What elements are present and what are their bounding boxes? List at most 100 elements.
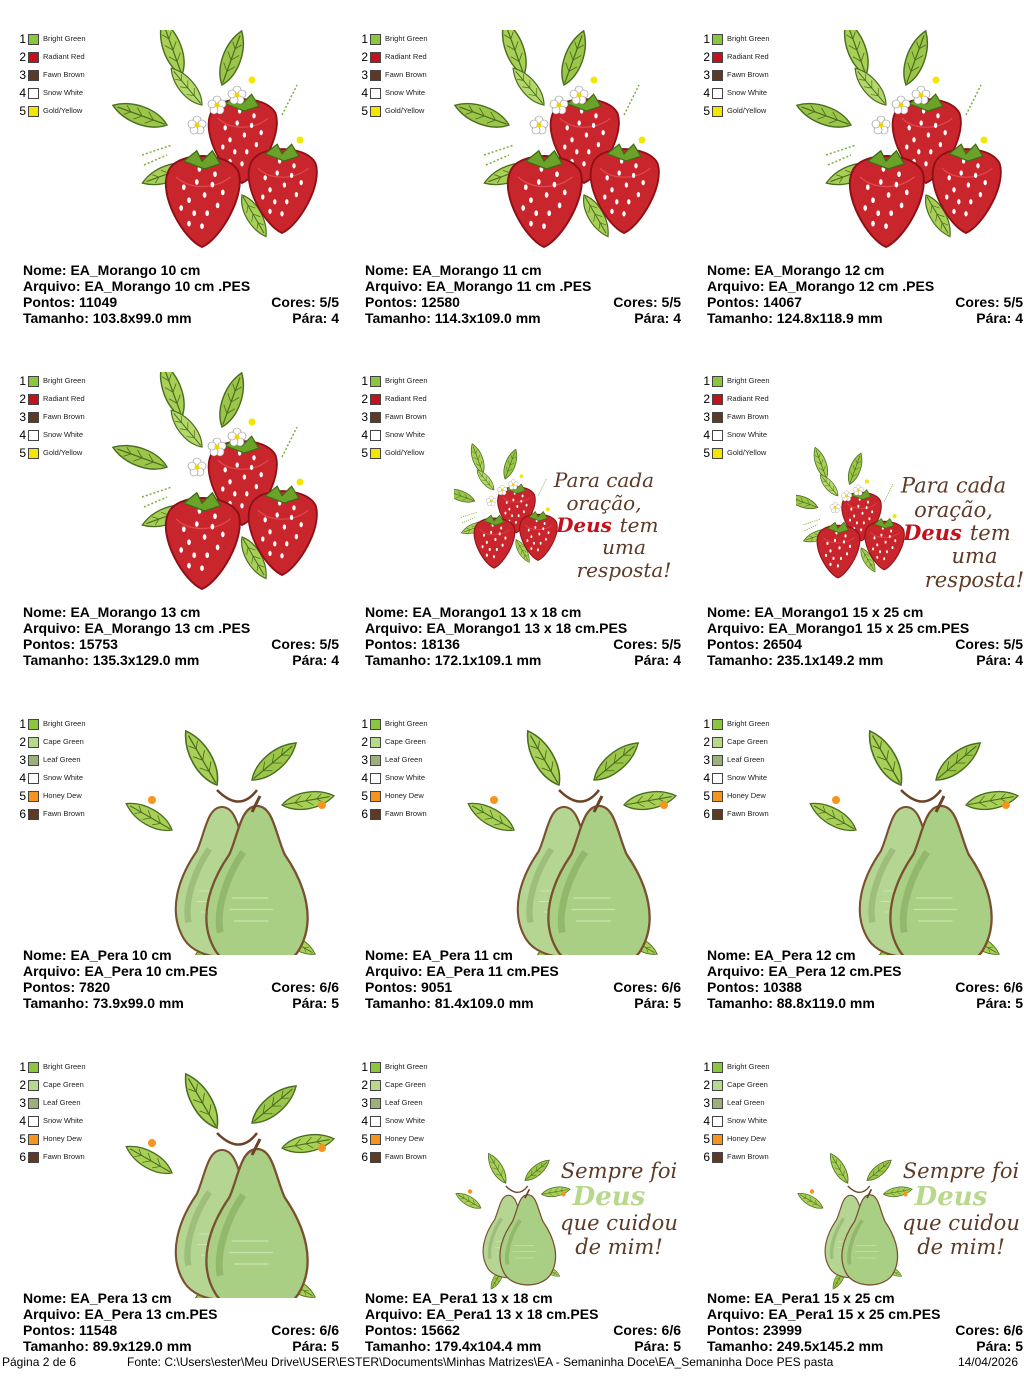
palette-number: 5 bbox=[361, 104, 368, 118]
palette-number: 3 bbox=[19, 68, 26, 82]
palette-number: 4 bbox=[703, 428, 710, 442]
palette-number: 1 bbox=[361, 1060, 368, 1074]
svg-text:uma: uma bbox=[602, 535, 646, 559]
palette-color-name: Snow White bbox=[43, 430, 84, 439]
palette-color-name: Honey Dew bbox=[43, 791, 82, 800]
design-card: 1 Bright Green 2 Radiant Red 3 Fawn Brow… bbox=[696, 30, 1024, 370]
design-stops: Pára: 4 bbox=[976, 652, 1023, 668]
palette-number: 2 bbox=[19, 735, 26, 749]
design-stops: Pára: 5 bbox=[292, 995, 339, 1011]
design-stitches: Pontos: 10388 bbox=[707, 979, 802, 995]
palette-entry: 3 Leaf Green bbox=[700, 751, 770, 769]
palette-number: 4 bbox=[361, 428, 368, 442]
design-file: Arquivo: EA_Pera 13 cm.PES bbox=[23, 1306, 218, 1322]
design-name: Nome: EA_Pera 11 cm bbox=[365, 947, 513, 963]
color-swatch bbox=[712, 790, 723, 802]
color-swatch bbox=[712, 447, 723, 459]
design-stops: Pára: 4 bbox=[976, 310, 1023, 326]
palette-number: 3 bbox=[19, 410, 26, 424]
color-swatch bbox=[712, 1115, 723, 1127]
palette-entry: 1 Bright Green bbox=[16, 30, 85, 48]
svg-text:tem: tem bbox=[620, 513, 659, 537]
color-swatch bbox=[370, 1133, 381, 1145]
palette-entry: 5 Gold/Yellow bbox=[16, 444, 86, 462]
source-path: Fonte: C:\Users\ester\Meu Drive\USER\EST… bbox=[127, 1355, 834, 1369]
color-swatch bbox=[370, 736, 381, 748]
design-stitches: Pontos: 23999 bbox=[707, 1322, 802, 1338]
palette-number: 3 bbox=[361, 410, 368, 424]
svg-text:uma: uma bbox=[952, 544, 998, 568]
palette-entry: 5 Honey Dew bbox=[358, 787, 428, 805]
palette-number: 5 bbox=[703, 104, 710, 118]
design-name: Nome: EA_Pera 10 cm bbox=[23, 947, 172, 963]
palette-number: 1 bbox=[361, 374, 368, 388]
design-stitches: Pontos: 15753 bbox=[23, 636, 118, 652]
color-swatch bbox=[28, 429, 39, 441]
palette-number: 2 bbox=[19, 392, 26, 406]
svg-text:tem: tem bbox=[970, 521, 1011, 545]
design-card: 1 Bright Green 2 Cape Green 3 Leaf Green… bbox=[12, 1058, 342, 1398]
svg-text:Sempre foi: Sempre foi bbox=[903, 1159, 1019, 1183]
design-info: Nome: EA_Pera 13 cm Arquivo: EA_Pera 13 … bbox=[23, 1290, 339, 1354]
palette-color-name: Leaf Green bbox=[385, 1098, 423, 1107]
color-palette: 1 Bright Green 2 Radiant Red 3 Fawn Brow… bbox=[358, 372, 427, 462]
palette-entry: 3 Fawn Brown bbox=[16, 408, 86, 426]
color-swatch bbox=[712, 105, 723, 117]
embroidery-preview bbox=[796, 715, 1024, 955]
design-colors: Cores: 5/5 bbox=[955, 294, 1023, 310]
design-card: 1 Bright Green 2 Radiant Red 3 Fawn Brow… bbox=[12, 372, 342, 712]
palette-color-name: Honey Dew bbox=[385, 791, 424, 800]
design-size: Tamanho: 88.8x119.0 mm bbox=[707, 995, 875, 1011]
palette-number: 1 bbox=[703, 1060, 710, 1074]
palette-color-name: Leaf Green bbox=[727, 1098, 765, 1107]
color-swatch bbox=[712, 1061, 723, 1073]
palette-color-name: Honey Dew bbox=[727, 791, 766, 800]
design-stops: Pára: 5 bbox=[976, 1338, 1023, 1354]
color-swatch bbox=[370, 772, 381, 784]
palette-number: 2 bbox=[703, 1078, 710, 1092]
design-info: Nome: EA_Pera 12 cm Arquivo: EA_Pera 12 … bbox=[707, 947, 1023, 1011]
palette-color-name: Bright Green bbox=[385, 719, 428, 728]
palette-entry: 1 Bright Green bbox=[358, 1058, 427, 1076]
palette-number: 6 bbox=[361, 1150, 368, 1164]
svg-text:Para cada: Para cada bbox=[553, 468, 654, 492]
design-size: Tamanho: 135.3x129.0 mm bbox=[23, 652, 200, 668]
embroidery-preview bbox=[112, 715, 342, 955]
design-name: Nome: EA_Morango1 15 x 25 cm bbox=[707, 604, 924, 620]
palette-number: 3 bbox=[703, 68, 710, 82]
palette-color-name: Leaf Green bbox=[43, 755, 81, 764]
design-card: 1 Bright Green 2 Radiant Red 3 Fawn Brow… bbox=[12, 30, 342, 370]
color-palette: 1 Bright Green 2 Radiant Red 3 Fawn Brow… bbox=[700, 30, 769, 120]
design-card: 1 Bright Green 2 Cape Green 3 Leaf Green… bbox=[12, 715, 342, 1055]
design-file: Arquivo: EA_Pera 11 cm.PES bbox=[365, 963, 559, 979]
palette-number: 4 bbox=[703, 86, 710, 100]
palette-entry: 6 Fawn Brown bbox=[700, 805, 770, 823]
design-colors: Cores: 5/5 bbox=[613, 636, 681, 652]
palette-entry: 1 Bright Green bbox=[358, 30, 427, 48]
color-swatch bbox=[712, 736, 723, 748]
palette-color-name: Snow White bbox=[385, 1116, 426, 1125]
palette-entry: 6 Fawn Brown bbox=[358, 805, 428, 823]
palette-color-name: Leaf Green bbox=[385, 755, 423, 764]
color-palette: 1 Bright Green 2 Radiant Red 3 Fawn Brow… bbox=[700, 372, 769, 462]
palette-entry: 4 Snow White bbox=[16, 426, 86, 444]
palette-entry: 2 Radiant Red bbox=[16, 48, 86, 66]
palette-number: 1 bbox=[19, 1060, 26, 1074]
palette-color-name: Gold/Yellow bbox=[727, 106, 767, 115]
palette-color-name: Fawn Brown bbox=[385, 70, 427, 79]
palette-number: 1 bbox=[19, 717, 26, 731]
color-swatch bbox=[712, 429, 723, 441]
color-swatch bbox=[712, 1133, 723, 1145]
palette-entry: 5 Gold/Yellow bbox=[358, 102, 428, 120]
design-file: Arquivo: EA_Morango1 13 x 18 cm.PES bbox=[365, 620, 628, 636]
palette-color-name: Fawn Brown bbox=[43, 70, 85, 79]
design-info: Nome: EA_Pera1 13 x 18 cm Arquivo: EA_Pe… bbox=[365, 1290, 681, 1354]
embroidery-preview bbox=[112, 30, 342, 270]
embroidery-preview bbox=[454, 30, 684, 270]
palette-number: 2 bbox=[361, 50, 368, 64]
color-palette: 1 Bright Green 2 Radiant Red 3 Fawn Brow… bbox=[16, 372, 86, 462]
palette-color-name: Snow White bbox=[385, 773, 426, 782]
palette-entry: 2 Radiant Red bbox=[16, 390, 86, 408]
design-card: 1 Bright Green 2 Cape Green 3 Leaf Green… bbox=[354, 715, 684, 1055]
design-name: Nome: EA_Morango 10 cm bbox=[23, 262, 201, 278]
